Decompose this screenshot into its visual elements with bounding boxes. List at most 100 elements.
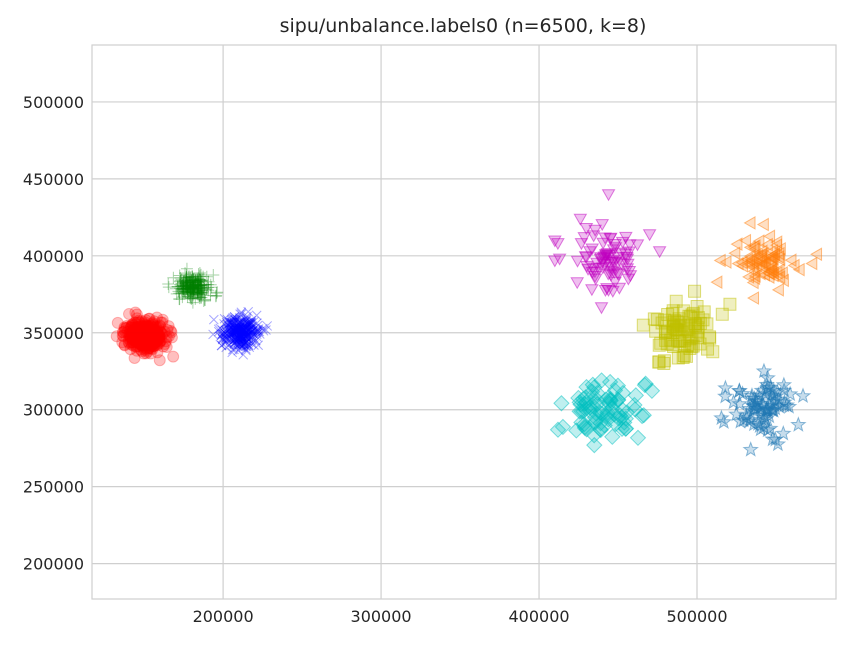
scatter-point-x (262, 321, 273, 331)
scatter-point-circle (139, 318, 152, 331)
scatter-point-circle (137, 341, 150, 354)
scatter-point-x (229, 332, 240, 343)
scatter-point-x (233, 318, 244, 329)
scatter-point-plus (162, 281, 175, 294)
scatter-point-x (241, 327, 252, 338)
scatter-point-plus (178, 275, 191, 288)
scatter-point-plus (187, 282, 200, 295)
scatter-point-x (239, 325, 250, 335)
scatter-point-diamond (578, 421, 595, 438)
scatter-point-circle (161, 324, 174, 337)
scatter-point-x (227, 323, 237, 334)
scatter-point-plus (174, 278, 187, 291)
scatter-point-circle (146, 331, 159, 344)
scatter-point-circle (150, 329, 163, 342)
scatter-point-x (235, 322, 246, 332)
scatter-point-circle (124, 343, 137, 356)
scatter-point-x (233, 321, 244, 332)
scatter-point-triangle-down (547, 235, 562, 248)
scatter-point-circle (133, 323, 146, 336)
scatter-point-x (240, 328, 251, 338)
scatter-point-circle (136, 333, 149, 346)
scatter-point-diamond (609, 377, 627, 394)
scatter-point-plus (192, 279, 205, 292)
scatter-point-x (241, 332, 251, 342)
scatter-point-triangle-left (742, 256, 755, 270)
scatter-point-plus (184, 285, 197, 298)
scatter-point-x (229, 324, 239, 335)
scatter-point-plus (180, 277, 193, 290)
scatter-point-square (689, 317, 703, 331)
scatter-point-x (229, 334, 240, 345)
scatter-point-circle (135, 336, 148, 349)
scatter-point-x (233, 333, 244, 344)
scatter-point-circle (141, 331, 154, 344)
scatter-point-x (233, 318, 244, 329)
scatter-point-plus (200, 270, 213, 283)
scatter-point-circle (143, 341, 156, 354)
scatter-point-circle (158, 337, 171, 350)
scatter-point-circle (145, 330, 158, 343)
scatter-point-x (229, 314, 239, 325)
scatter-point-x (236, 309, 247, 319)
scatter-point-circle (136, 334, 149, 347)
scatter-point-triangle-down (605, 256, 619, 269)
scatter-point-circle (131, 336, 144, 349)
scatter-point-circle (126, 336, 139, 349)
scatter-point-plus (187, 282, 200, 295)
scatter-point-triangle-down (551, 238, 565, 251)
scatter-point-x (219, 318, 229, 329)
scatter-point-square (667, 339, 681, 353)
scatter-point-x (236, 341, 247, 352)
scatter-point-x (243, 330, 253, 340)
scatter-point-circle (136, 326, 149, 339)
scatter-point-plus (187, 284, 200, 297)
scatter-point-x (240, 341, 251, 352)
scatter-point-x (230, 324, 241, 334)
scatter-point-circle (129, 336, 142, 349)
scatter-point-x (233, 345, 244, 356)
scatter-point-x (226, 325, 237, 336)
scatter-point-circle (147, 316, 160, 329)
scatter-point-x (236, 339, 247, 350)
scatter-point-x (253, 324, 264, 334)
y-tick-label: 450000 (23, 170, 84, 189)
scatter-point-x (229, 337, 240, 348)
scatter-point-star (790, 416, 807, 432)
scatter-point-x (240, 328, 251, 339)
scatter-point-x (221, 317, 232, 328)
scatter-point-star (713, 409, 730, 426)
scatter-point-x (223, 320, 234, 330)
scatter-point-circle (153, 337, 166, 350)
scatter-point-circle (120, 322, 133, 335)
scatter-point-plus (174, 282, 187, 295)
scatter-point-star (715, 413, 733, 430)
scatter-point-x (240, 331, 251, 342)
scatter-point-plus (179, 277, 192, 290)
scatter-point-triangle-down (594, 302, 609, 315)
scatter-point-circle (148, 336, 161, 349)
scatter-point-plus (193, 285, 206, 298)
scatter-point-circle (141, 331, 154, 344)
scatter-point-x (217, 328, 228, 339)
scatter-point-x (234, 323, 244, 333)
scatter-point-diamond (589, 384, 606, 402)
scatter-point-x (239, 331, 250, 342)
scatter-point-plus (193, 273, 206, 286)
scatter-point-circle (117, 330, 130, 343)
scatter-point-square (715, 307, 729, 321)
scatter-point-circle (135, 338, 148, 351)
scatter-point-x (247, 321, 258, 331)
scatter-point-circle (142, 326, 155, 339)
scatter-point-plus (186, 274, 199, 287)
scatter-point-circle (131, 328, 144, 341)
scatter-point-circle (147, 324, 160, 337)
scatter-point-x (237, 331, 247, 342)
scatter-point-x (235, 316, 245, 327)
scatter-point-plus (184, 283, 197, 296)
scatter-point-circle (146, 322, 159, 335)
scatter-point-circle (143, 341, 156, 354)
scatter-point-x (241, 331, 251, 342)
scatter-point-circle (131, 321, 144, 334)
scatter-point-circle (136, 320, 149, 333)
